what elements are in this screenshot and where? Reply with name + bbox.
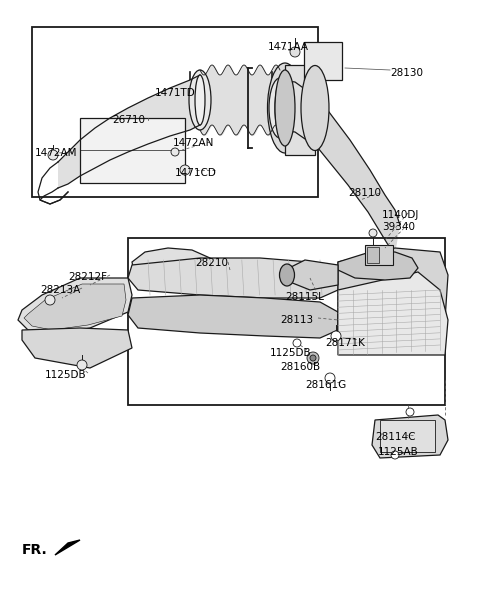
Polygon shape <box>280 80 400 260</box>
Polygon shape <box>338 252 418 280</box>
Polygon shape <box>285 260 338 290</box>
Text: 28210: 28210 <box>195 258 228 268</box>
Text: 28113: 28113 <box>280 315 313 325</box>
Circle shape <box>325 373 335 383</box>
Circle shape <box>310 355 316 361</box>
Circle shape <box>307 352 319 364</box>
Circle shape <box>369 229 377 237</box>
Polygon shape <box>372 415 448 458</box>
Circle shape <box>180 165 190 175</box>
Text: 28213A: 28213A <box>40 285 80 295</box>
Ellipse shape <box>195 75 205 125</box>
Bar <box>285 65 315 155</box>
Text: 28115L: 28115L <box>285 292 324 302</box>
Text: 28171K: 28171K <box>325 338 365 348</box>
Bar <box>380 420 435 452</box>
Circle shape <box>171 148 179 156</box>
Polygon shape <box>55 540 80 555</box>
Text: 28130: 28130 <box>390 68 423 78</box>
Text: 1125DB: 1125DB <box>270 348 312 358</box>
Ellipse shape <box>189 70 211 130</box>
Text: 39340: 39340 <box>382 222 415 232</box>
Text: 26710: 26710 <box>112 115 145 125</box>
Text: 1471CD: 1471CD <box>175 168 217 178</box>
Bar <box>367 247 379 263</box>
Text: 1140DJ: 1140DJ <box>382 210 420 220</box>
Polygon shape <box>128 295 338 338</box>
Text: 1125AB: 1125AB <box>378 447 419 457</box>
Polygon shape <box>18 278 132 335</box>
Bar <box>32 27 318 197</box>
Bar <box>128 238 445 405</box>
Bar <box>80 118 185 183</box>
Text: 1125DB: 1125DB <box>45 370 86 380</box>
Polygon shape <box>128 258 338 298</box>
Circle shape <box>45 295 55 305</box>
Circle shape <box>406 408 414 416</box>
Circle shape <box>293 339 301 347</box>
Ellipse shape <box>269 78 291 138</box>
Circle shape <box>48 150 58 160</box>
Bar <box>365 245 393 265</box>
Ellipse shape <box>267 63 302 153</box>
Polygon shape <box>338 248 448 350</box>
Ellipse shape <box>301 66 329 151</box>
Polygon shape <box>22 328 132 368</box>
Polygon shape <box>338 272 448 355</box>
Ellipse shape <box>275 70 295 146</box>
Polygon shape <box>58 75 200 188</box>
Text: 28160B: 28160B <box>280 362 320 372</box>
Text: 28110: 28110 <box>348 188 381 198</box>
Bar <box>304 42 342 80</box>
Text: 1471TD: 1471TD <box>155 88 196 98</box>
Text: 1472AM: 1472AM <box>35 148 77 158</box>
Polygon shape <box>132 248 218 290</box>
Circle shape <box>331 331 341 341</box>
Text: 28212F: 28212F <box>68 272 107 282</box>
Circle shape <box>77 360 87 370</box>
Circle shape <box>391 451 399 459</box>
Text: 1471AA: 1471AA <box>268 42 309 52</box>
Text: 1472AN: 1472AN <box>173 138 215 148</box>
Text: 28161G: 28161G <box>305 380 346 390</box>
Text: 28114C: 28114C <box>375 432 416 442</box>
Ellipse shape <box>279 264 295 286</box>
Text: FR.: FR. <box>22 543 48 557</box>
Circle shape <box>290 47 300 57</box>
Polygon shape <box>24 284 126 330</box>
Ellipse shape <box>275 83 285 133</box>
